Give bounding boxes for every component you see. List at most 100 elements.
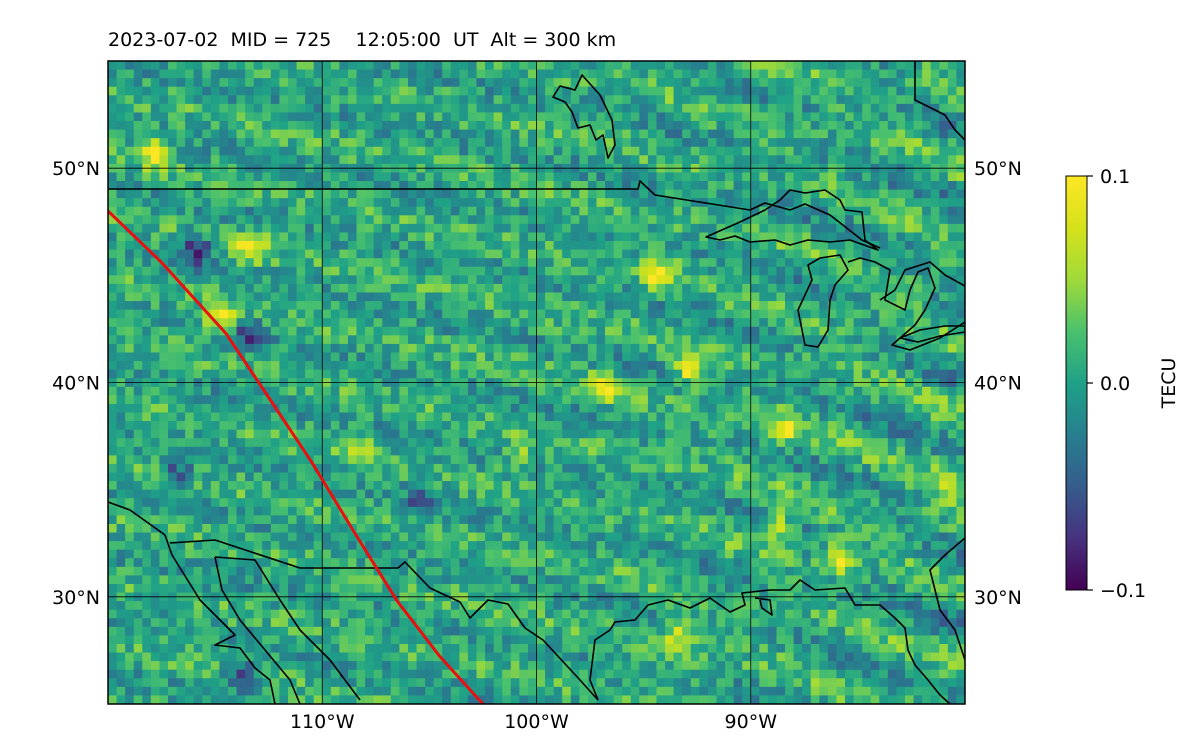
heatmap-cell	[827, 275, 838, 285]
heatmap-cell	[322, 326, 332, 336]
heatmap-cell	[527, 86, 538, 96]
heatmap-cell	[287, 266, 298, 276]
heatmap-cell	[399, 69, 409, 79]
heatmap-cell	[322, 275, 332, 285]
heatmap-cell	[185, 455, 195, 465]
heatmap-cell	[579, 446, 589, 456]
heatmap-cell	[390, 146, 400, 156]
heatmap-cell	[836, 172, 846, 182]
heatmap-cell	[845, 112, 855, 122]
heatmap-cell	[159, 481, 169, 491]
heatmap-cell	[159, 301, 169, 311]
heatmap-cell	[485, 223, 495, 234]
heatmap-cell	[905, 369, 915, 379]
heatmap-cell	[210, 103, 221, 114]
heatmap-cell	[596, 155, 606, 165]
heatmap-cell	[570, 181, 580, 191]
heatmap-cell	[905, 189, 915, 199]
heatmap-cell	[682, 241, 692, 251]
heatmap-cell	[553, 361, 563, 371]
heatmap-cell	[365, 266, 375, 276]
heatmap-cell	[819, 112, 829, 122]
heatmap-cell	[742, 198, 752, 208]
heatmap-cell	[810, 292, 820, 302]
heatmap-cell	[845, 326, 855, 336]
heatmap-cell	[562, 361, 572, 371]
heatmap-cell	[459, 318, 469, 328]
heatmap-cell	[313, 86, 323, 96]
heatmap-cell	[296, 421, 306, 431]
heatmap-cell	[365, 455, 375, 465]
heatmap-cell	[373, 215, 383, 225]
heatmap-cell	[193, 189, 203, 199]
heatmap-cell	[905, 429, 915, 439]
heatmap-cell	[579, 455, 589, 465]
heatmap-cell	[767, 463, 778, 474]
heatmap-cell	[502, 103, 512, 114]
heatmap-cell	[939, 412, 949, 422]
heatmap-cell	[707, 223, 718, 234]
heatmap-cell	[733, 361, 743, 371]
heatmap-cell	[707, 241, 718, 251]
heatmap-cell	[793, 463, 803, 474]
heatmap-cell	[519, 283, 529, 294]
heatmap-cell	[450, 352, 460, 362]
heatmap-cell	[493, 112, 503, 122]
heatmap-cell	[227, 352, 238, 362]
heatmap-cell	[339, 412, 349, 422]
heatmap-cell	[253, 61, 263, 71]
heatmap-cell	[596, 275, 606, 285]
heatmap-cell	[356, 78, 366, 88]
heatmap-cell	[347, 438, 358, 448]
heatmap-cell	[750, 206, 760, 216]
heatmap-cell	[416, 318, 426, 328]
heatmap-cell	[519, 292, 529, 302]
heatmap-cell	[467, 283, 478, 294]
heatmap-cell	[605, 412, 615, 422]
heatmap-cell	[262, 421, 272, 431]
heatmap-cell	[210, 232, 221, 242]
heatmap-cell	[570, 103, 580, 114]
heatmap-cell	[382, 403, 392, 414]
heatmap-cell	[562, 275, 572, 285]
heatmap-cell	[322, 121, 332, 131]
heatmap-cell	[767, 78, 778, 88]
heatmap-cell	[416, 61, 426, 71]
heatmap-cell	[750, 481, 760, 491]
heatmap-cell	[845, 438, 855, 448]
heatmap-cell	[819, 266, 829, 276]
heatmap-cell	[296, 403, 306, 414]
heatmap-cell	[236, 275, 246, 285]
heatmap-cell	[150, 172, 161, 182]
heatmap-cell	[802, 292, 812, 302]
heatmap-cell	[365, 403, 375, 414]
heatmap-cell	[442, 121, 452, 131]
heatmap-cell	[785, 146, 795, 156]
heatmap-cell	[947, 138, 958, 148]
heatmap-cell	[605, 301, 615, 311]
heatmap-cell	[287, 103, 298, 114]
heatmap-cell	[142, 318, 152, 328]
heatmap-cell	[553, 403, 563, 414]
heatmap-cell	[467, 438, 478, 448]
heatmap-cell	[382, 275, 392, 285]
heatmap-cell	[887, 232, 898, 242]
heatmap-cell	[930, 78, 940, 88]
heatmap-cell	[793, 326, 803, 336]
heatmap-cell	[810, 103, 820, 114]
heatmap-cell	[562, 78, 572, 88]
heatmap-cell	[896, 95, 906, 105]
heatmap-cell	[125, 266, 135, 276]
heatmap-cell	[467, 395, 478, 405]
heatmap-cell	[536, 472, 546, 482]
heatmap-cell	[759, 361, 769, 371]
heatmap-cell	[647, 412, 658, 422]
heatmap-cell	[836, 121, 846, 131]
heatmap-cell	[442, 386, 452, 396]
heatmap-cell	[562, 223, 572, 234]
heatmap-cell	[656, 283, 666, 294]
heatmap-cell	[613, 138, 623, 148]
heatmap-cell	[767, 181, 778, 191]
heatmap-cell	[459, 283, 469, 294]
heatmap-cell	[707, 275, 718, 285]
